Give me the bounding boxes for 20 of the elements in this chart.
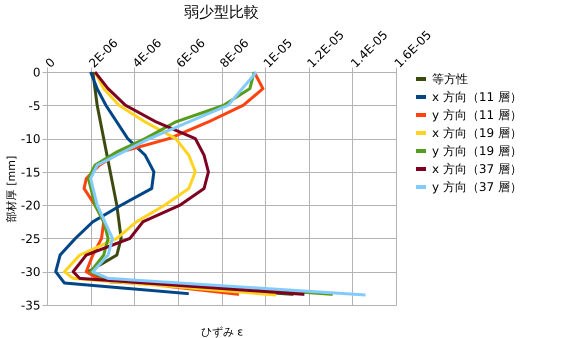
chart-title: 弱少型比較 <box>184 3 259 22</box>
line-series <box>54 70 190 296</box>
legend-label: x 方向（19 層） <box>432 126 522 140</box>
legend-label: 等方性 <box>432 72 468 86</box>
y-tick-label: -5 <box>28 98 40 113</box>
y-tick-label: -20 <box>20 198 40 213</box>
y-tick-label: 0 <box>32 66 40 80</box>
x-tick-label: 0 <box>42 55 58 70</box>
y-tick-label: -15 <box>20 165 40 180</box>
y-tick-label: -10 <box>20 132 40 146</box>
legend-label: y 方向（19 層） <box>432 144 522 158</box>
y-axis-title: 部材厚 [mm] <box>4 156 18 222</box>
y-tick-label: -25 <box>20 232 40 246</box>
legend-label: y 方向（11 層） <box>432 108 522 122</box>
y-tick-label: -30 <box>20 265 40 280</box>
legend-label: x 方向（11 層） <box>432 90 522 104</box>
y-tick-label: -35 <box>20 298 40 312</box>
legend-label: y 方向（37 層） <box>432 180 522 194</box>
legend-label: x 方向（37 層） <box>432 162 522 176</box>
x-axis-title: ひずみ ε <box>200 326 244 338</box>
